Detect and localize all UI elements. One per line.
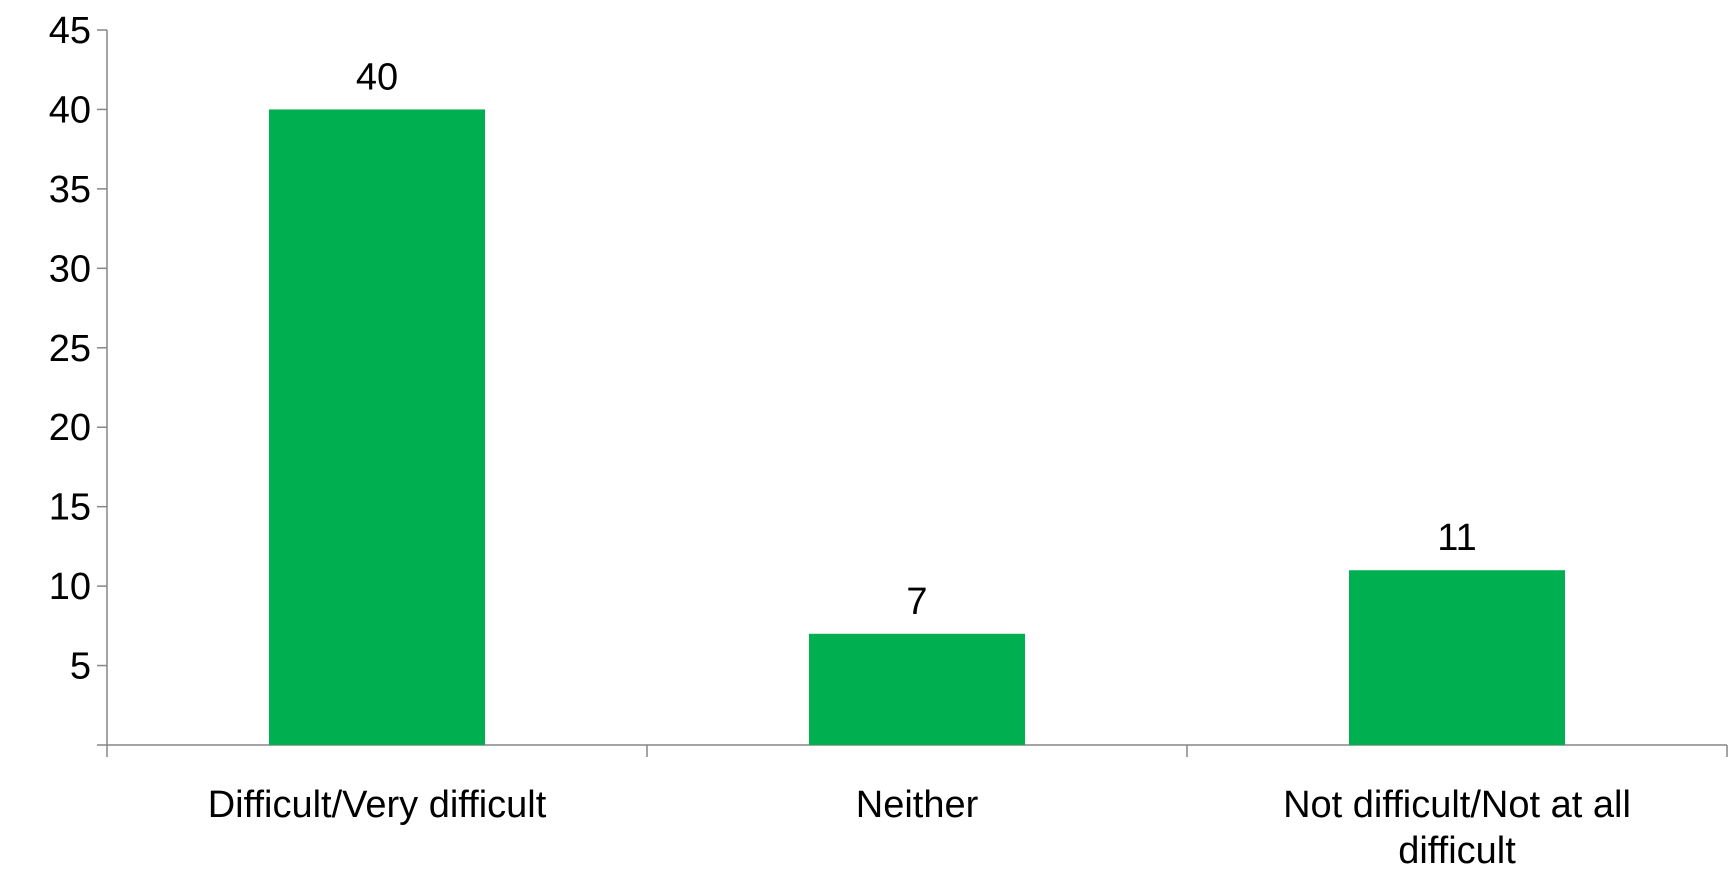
- bar: [1349, 570, 1565, 745]
- data-label: 7: [906, 581, 927, 623]
- bar: [809, 633, 1025, 745]
- bars: [269, 109, 1565, 745]
- x-category-label-line: Difficult/Very difficult: [208, 784, 547, 826]
- data-label: 11: [1437, 517, 1476, 559]
- data-labels: 40 7 11: [356, 56, 1477, 622]
- bar: [269, 109, 485, 745]
- category-labels: Difficult/Very difficult Neither Not diffi…: [208, 784, 1631, 872]
- y-tick-label: 15: [49, 487, 91, 529]
- y-tick-label: 20: [49, 407, 91, 449]
- y-tick-label: 40: [49, 89, 91, 131]
- y-tick-label: 10: [49, 566, 91, 608]
- y-tick-label: 45: [49, 10, 91, 52]
- x-axis: [106, 744, 1728, 757]
- y-tick-label: 25: [49, 328, 91, 370]
- x-category-label-line: difficult: [1398, 830, 1516, 872]
- x-category-label-line: Neither: [856, 784, 979, 826]
- x-category-label-line: Not difficult/Not at all: [1283, 784, 1631, 826]
- data-label: 40: [356, 56, 398, 98]
- x-category-label: Neither: [856, 784, 979, 826]
- x-category-label: Not difficult/Not at all difficult: [1283, 784, 1631, 872]
- y-axis: 5 10 15 20 25 30 35 40 45: [49, 10, 108, 746]
- y-tick-label: 35: [49, 169, 91, 211]
- y-tick-label: 5: [70, 646, 91, 688]
- x-category-label: Difficult/Very difficult: [208, 784, 547, 826]
- y-tick-label: 30: [49, 248, 91, 290]
